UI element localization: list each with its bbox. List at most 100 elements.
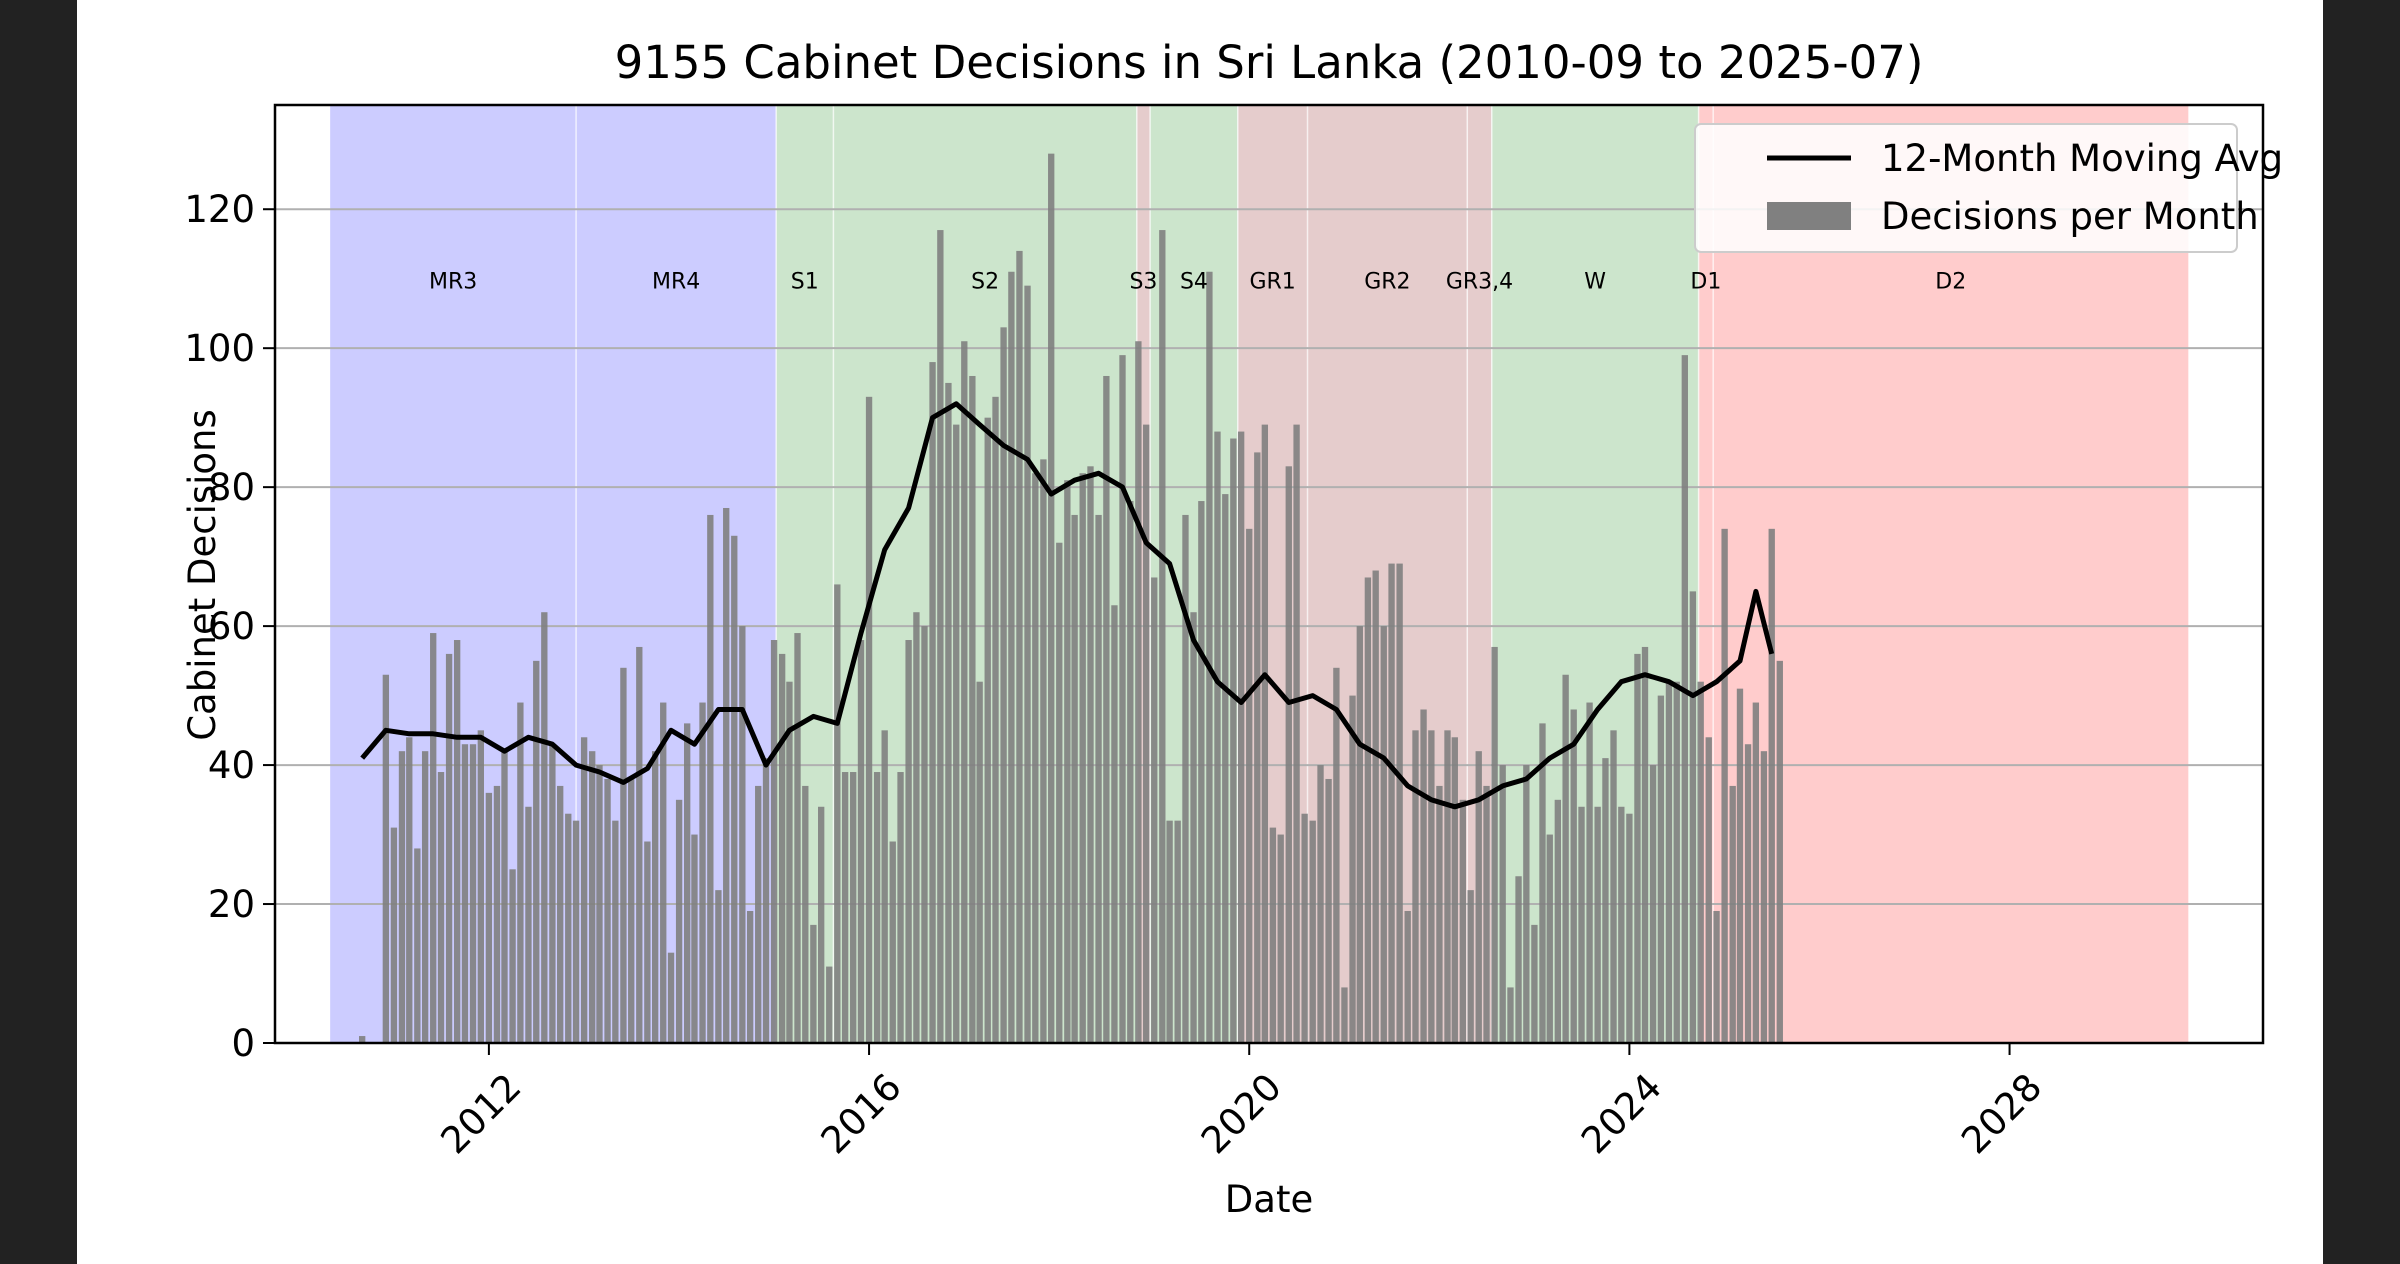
bar bbox=[517, 702, 524, 1043]
bar bbox=[667, 952, 675, 1043]
bar bbox=[873, 772, 881, 1043]
bar bbox=[921, 626, 928, 1043]
bar bbox=[580, 737, 588, 1043]
bar bbox=[1380, 626, 1387, 1043]
bar bbox=[961, 341, 968, 1043]
bar bbox=[1451, 737, 1458, 1043]
bar bbox=[739, 626, 746, 1043]
bar bbox=[707, 514, 714, 1043]
bar bbox=[406, 737, 413, 1043]
bar bbox=[1087, 466, 1094, 1043]
bar bbox=[509, 869, 516, 1043]
bar bbox=[604, 778, 611, 1043]
bar bbox=[1230, 438, 1237, 1043]
bar bbox=[723, 507, 730, 1044]
bar bbox=[1436, 785, 1443, 1043]
bar bbox=[1546, 834, 1553, 1043]
bar bbox=[359, 1036, 366, 1043]
period-label-d1: D1 bbox=[1690, 270, 1721, 295]
bar bbox=[675, 799, 683, 1043]
bar bbox=[1554, 799, 1562, 1043]
bar bbox=[430, 633, 437, 1043]
y-tick-label: 40 bbox=[208, 744, 255, 787]
bar bbox=[1269, 827, 1277, 1043]
legend-bar-swatch bbox=[1767, 202, 1851, 230]
bar bbox=[1317, 765, 1324, 1043]
bar bbox=[421, 751, 429, 1043]
bar bbox=[414, 848, 421, 1043]
bar bbox=[1412, 730, 1419, 1043]
bar bbox=[905, 640, 912, 1043]
figure: 9155 Cabinet Decisions in Sri Lanka (201… bbox=[77, 0, 2323, 1264]
bar bbox=[628, 778, 635, 1043]
bar bbox=[841, 772, 849, 1043]
period-label-s4: S4 bbox=[1180, 270, 1208, 295]
y-axis-ticks: 0 20 40 60 80 100 120 bbox=[184, 188, 275, 1065]
bar bbox=[746, 910, 754, 1043]
bar bbox=[1444, 730, 1451, 1043]
bar bbox=[1515, 876, 1522, 1043]
bar bbox=[794, 633, 801, 1043]
bar bbox=[699, 702, 706, 1043]
period-label-w: W bbox=[1584, 270, 1606, 295]
bar bbox=[1539, 723, 1546, 1043]
bar bbox=[644, 841, 651, 1043]
bar bbox=[1135, 341, 1142, 1043]
bar bbox=[660, 702, 667, 1043]
x-tick-label: 2016 bbox=[813, 1065, 910, 1162]
bar bbox=[1689, 591, 1697, 1043]
bar bbox=[826, 966, 833, 1043]
bar bbox=[684, 723, 691, 1043]
bar bbox=[485, 792, 493, 1043]
bar bbox=[1404, 910, 1411, 1043]
period-labels: MR3 MR4 S1 S2 S3 S4 GR1 GR2 GR3,4 W D1 D2 bbox=[429, 270, 1966, 295]
bar bbox=[1261, 424, 1269, 1043]
bar bbox=[1372, 570, 1379, 1043]
x-tick-label: 2012 bbox=[433, 1065, 530, 1162]
bar bbox=[1119, 355, 1126, 1044]
bar bbox=[1594, 806, 1601, 1043]
bar bbox=[786, 681, 793, 1043]
bar bbox=[1634, 653, 1641, 1043]
bar bbox=[1523, 765, 1530, 1043]
bar bbox=[541, 612, 548, 1043]
moving-average-series bbox=[360, 401, 1775, 810]
bar bbox=[1032, 473, 1039, 1044]
x-tick-label: 2024 bbox=[1573, 1065, 1670, 1162]
bar bbox=[477, 730, 484, 1043]
bar bbox=[1491, 646, 1498, 1043]
bar bbox=[1198, 501, 1205, 1043]
bar bbox=[1254, 452, 1261, 1043]
bar bbox=[889, 841, 896, 1043]
plot-frame bbox=[273, 103, 2265, 1045]
bar bbox=[1657, 695, 1665, 1043]
bar bbox=[636, 646, 643, 1043]
bar bbox=[857, 640, 865, 1043]
bar bbox=[1071, 514, 1078, 1043]
bar bbox=[1744, 744, 1752, 1043]
bar bbox=[818, 806, 825, 1043]
bar bbox=[969, 375, 976, 1043]
legend-label: 12-Month Moving Avg bbox=[1881, 137, 2283, 180]
bar bbox=[1768, 528, 1775, 1043]
bar bbox=[589, 751, 596, 1043]
y-tick-label: 0 bbox=[231, 1022, 255, 1065]
period-label-s3: S3 bbox=[1129, 270, 1157, 295]
bar bbox=[1562, 674, 1569, 1043]
bar bbox=[493, 785, 501, 1043]
bar bbox=[1428, 730, 1435, 1043]
bar bbox=[1752, 702, 1760, 1043]
bar bbox=[1040, 459, 1047, 1043]
y-axis-label: Cabinet Decisions bbox=[181, 409, 224, 741]
bar bbox=[612, 820, 619, 1043]
bar bbox=[976, 681, 983, 1043]
bar bbox=[1776, 660, 1783, 1043]
bar bbox=[1301, 813, 1308, 1043]
bar bbox=[1713, 910, 1720, 1043]
bar bbox=[445, 653, 453, 1043]
bar bbox=[1277, 834, 1284, 1043]
bar bbox=[1111, 605, 1118, 1043]
bar bbox=[1159, 230, 1166, 1044]
bar bbox=[1008, 271, 1015, 1043]
period-label-mr3: MR3 bbox=[429, 270, 477, 295]
